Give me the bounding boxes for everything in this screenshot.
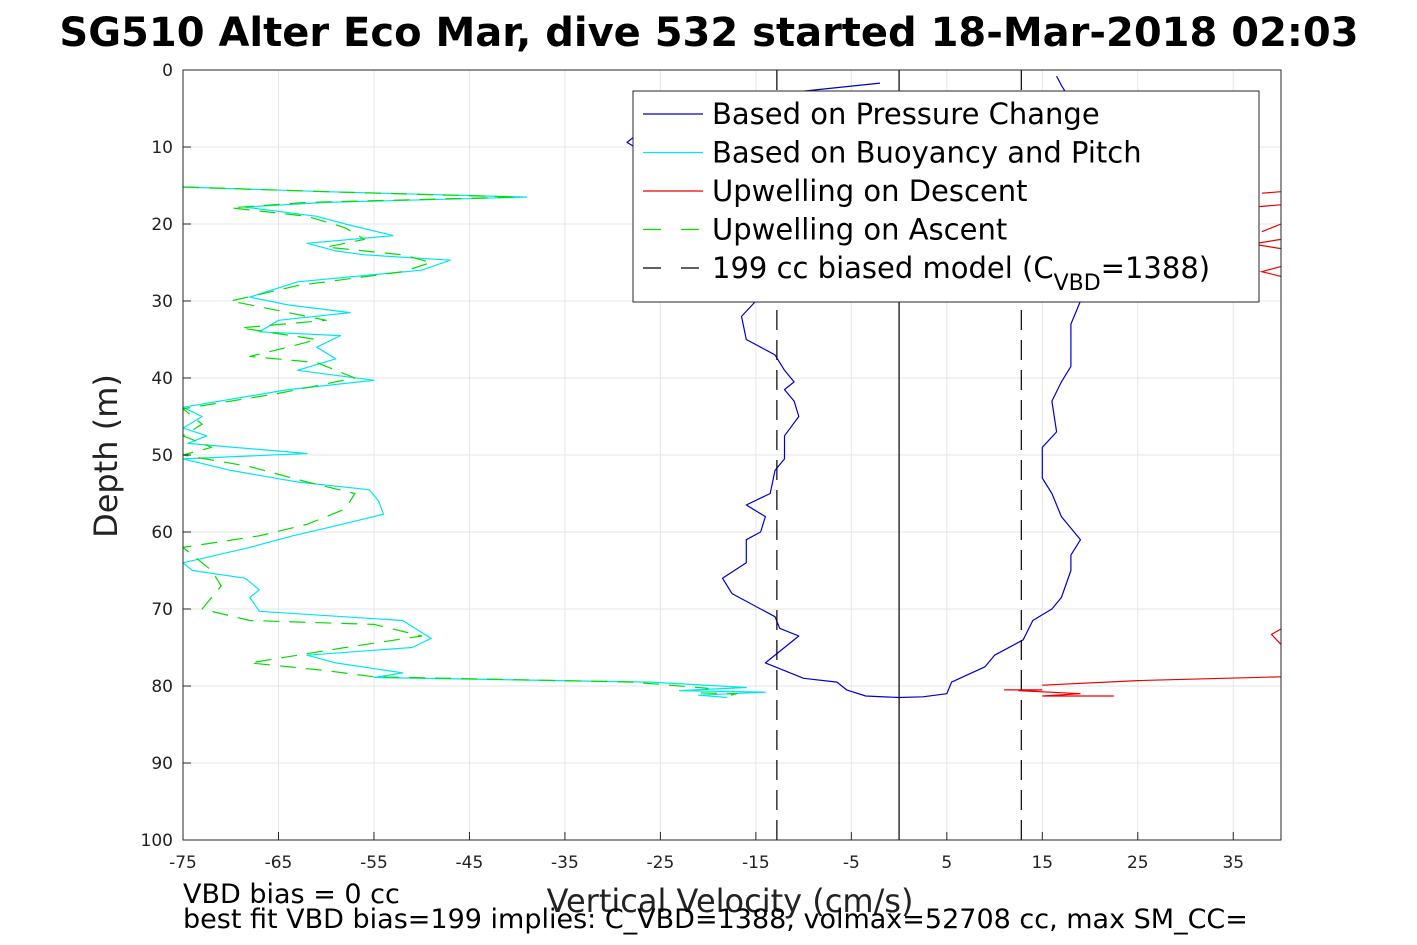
- legend-label-text: Based on Pressure Change: [712, 97, 1100, 131]
- chart-title: SG510 Alter Eco Mar, dive 532 started 18…: [59, 10, 1358, 56]
- series-1-line: [182, 186, 767, 699]
- legend-item: Based on Pressure Change: [643, 97, 1100, 131]
- x-axis-label: Vertical Velocity (cm/s): [547, 882, 914, 920]
- legend-label-suffix: =1388): [1101, 251, 1210, 285]
- y-axis-label: Depth (m): [87, 374, 125, 538]
- x-tick-label: 15: [1031, 853, 1053, 873]
- x-tick-label: -45: [456, 853, 484, 873]
- x-tick-label: -65: [265, 853, 293, 873]
- legend-label-text: Based on Buoyancy and Pitch: [712, 136, 1142, 170]
- legend-label-text: Upwelling on Descent: [712, 174, 1028, 208]
- legend-label-text: Upwelling on Ascent: [712, 213, 1007, 247]
- legend-item: Based on Buoyancy and Pitch: [643, 136, 1142, 170]
- y-tick-label: 80: [151, 677, 173, 697]
- x-tick-label: 35: [1222, 853, 1244, 873]
- x-tick-label: -35: [551, 853, 579, 873]
- series-2-segment: [1259, 265, 1282, 277]
- x-tick-label: -15: [742, 853, 770, 873]
- legend: Based on Pressure Change Based on Buoyanc…: [632, 90, 1260, 303]
- legend-label: Upwelling on Descent: [712, 174, 1028, 208]
- series-3-line: [182, 186, 738, 697]
- legend-label-text: 199 cc biased model (C: [712, 251, 1054, 285]
- y-tick-label: 90: [151, 754, 173, 774]
- y-tick-label: 10: [151, 138, 173, 158]
- y-tick-label: 100: [141, 831, 173, 851]
- x-tick-label: -55: [360, 853, 388, 873]
- legend-label: Based on Pressure Change: [712, 97, 1100, 131]
- legend-box: [632, 90, 1260, 303]
- series-2-segment: [1270, 628, 1282, 645]
- legend-label: Upwelling on Ascent: [712, 213, 1007, 247]
- y-tick-label: 30: [151, 292, 173, 312]
- series-2-segment: [1004, 689, 1114, 697]
- series-2-segment: [1042, 676, 1282, 686]
- y-tick-label: 0: [162, 61, 173, 81]
- legend-item: 199 cc biased model (CVBD=1388): [643, 251, 1210, 296]
- series-2-segment: [1261, 223, 1282, 233]
- y-tick-label: 20: [151, 215, 173, 235]
- legend-label: 199 cc biased model (CVBD=1388): [712, 251, 1210, 296]
- legend-label-subscript: VBD: [1054, 271, 1101, 296]
- x-tick-label: 25: [1127, 853, 1149, 873]
- x-tick-label: -5: [843, 853, 860, 873]
- y-tick-label: 70: [151, 600, 173, 620]
- legend-item: Upwelling on Descent: [643, 174, 1028, 208]
- legend-item: Upwelling on Ascent: [643, 213, 1007, 247]
- y-tick-label: 60: [151, 523, 173, 543]
- vbd-bias-note: VBD bias = 0 cc: [183, 879, 400, 910]
- y-tick-label: 50: [151, 446, 173, 466]
- series-0-line: [626, 75, 1082, 699]
- x-tick-label: 5: [941, 853, 952, 873]
- y-ticks: 0 10 20 30 40 50 60 70 80 90 100: [141, 61, 191, 851]
- y-tick-label: 40: [151, 369, 173, 389]
- best-fit-note: best fit VBD bias=199 implies: C_VBD=138…: [183, 904, 1248, 935]
- series-2-segment: [1261, 191, 1282, 194]
- x-tick-label: -25: [647, 853, 675, 873]
- x-tick-label: -75: [169, 853, 197, 873]
- x-ticks: -75 -65 -55 -45 -35 -25 -15 -5 5 15 25 35: [169, 832, 1244, 873]
- legend-label: Based on Buoyancy and Pitch: [712, 136, 1142, 170]
